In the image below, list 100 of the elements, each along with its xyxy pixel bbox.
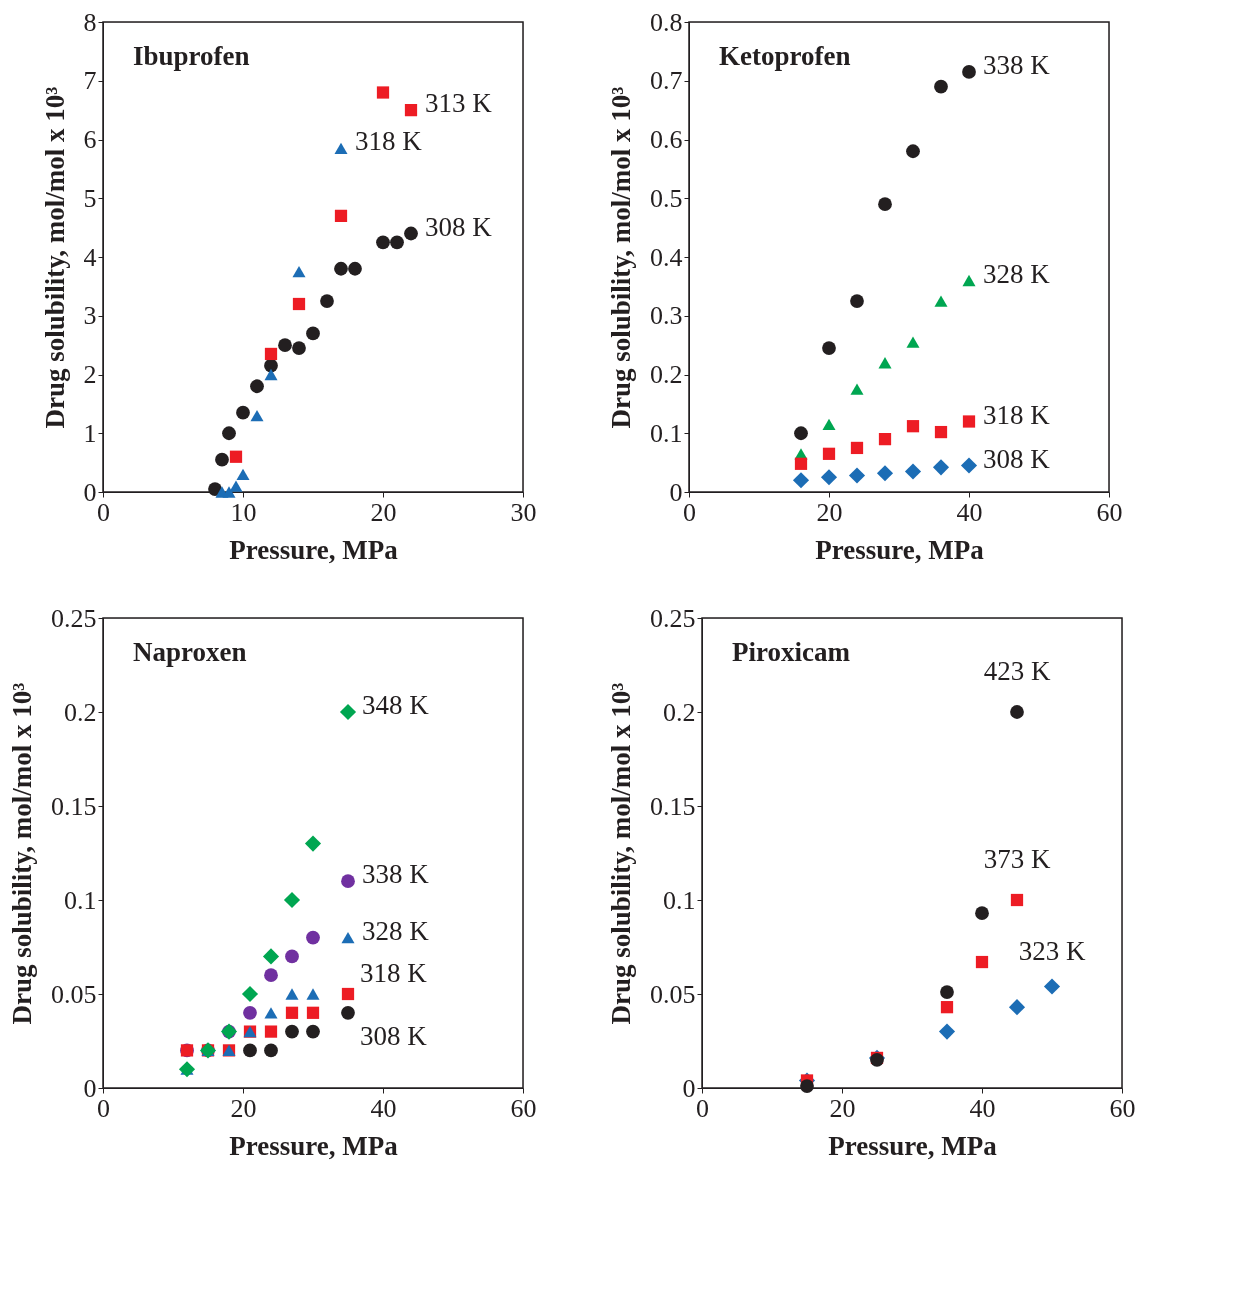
point [264,1007,278,1019]
point [376,86,390,99]
point [932,459,950,476]
y-tick-label: 0.8 [650,7,683,37]
point [283,891,301,909]
series-label: 328 K [983,258,1051,289]
y-tick-label: 5 [83,183,97,213]
point [934,79,948,94]
point [215,452,229,467]
y-tick-label: 0.2 [650,360,683,389]
x-axis-title: Pressure, MPa [815,534,985,565]
point [906,420,920,433]
point [1010,705,1024,719]
point [938,1023,956,1040]
series-label: 338 K [983,49,1051,80]
point [404,226,418,241]
x-axis-title: Pressure, MPa [229,534,399,565]
point [285,988,299,1000]
point [306,326,320,341]
point [285,1024,299,1039]
point [320,294,334,308]
point [243,1005,257,1020]
point [222,426,236,441]
point [341,931,355,944]
point [236,405,250,420]
point [222,486,236,498]
point [306,1006,320,1019]
text: Ibuprofen [133,41,250,71]
y-tick-label: 3 [83,301,97,331]
y-axis-title: Drug solubility, mol/mol x 10³ [606,682,636,1025]
y-tick-label: 0.1 [650,418,683,448]
y-tick-label: 0.15 [650,791,696,821]
point [334,261,348,276]
point [292,297,306,311]
point [934,295,948,307]
point [1043,978,1061,995]
series-label: 328 K [362,915,430,946]
point [390,235,404,250]
point [306,930,320,945]
point [878,357,892,369]
point [243,1043,257,1058]
y-tick-label: 0.5 [650,183,683,213]
point [404,104,418,117]
point [906,144,920,159]
point [229,480,243,492]
point [339,703,357,721]
point [975,955,989,969]
point [278,338,292,352]
point [334,142,348,154]
point [250,379,264,394]
series-label: 318 K [983,399,1051,430]
point [876,465,894,482]
point [264,968,278,983]
point [800,1079,814,1093]
point [906,336,920,348]
y-tick-label: 6 [83,125,97,154]
series-label: 318 K [360,958,428,988]
point [306,1024,320,1039]
x-tick-label: 20 [829,1093,856,1123]
y-axis-title: Drug solubility, mol/mol x 10³ [7,682,37,1025]
y-tick-label: 4 [83,242,97,272]
point [262,948,280,965]
point [236,468,250,481]
y-tick-label: 0.15 [51,791,97,821]
point [822,418,836,431]
y-tick-label: 1 [83,418,97,448]
series-label: 313 K [425,88,493,119]
y-tick-label: 0 [83,477,97,507]
point [264,347,278,361]
y-axis-title: Drug solubility, mol/mol x 10³ [39,86,70,429]
y-tick-label: 0.6 [650,125,683,154]
point [878,433,892,446]
y-tick-label: 0.4 [650,242,683,272]
point [1010,893,1024,907]
y-tick-label: 0.2 [663,697,696,727]
series-label: 308 K [360,1020,428,1051]
point [962,274,976,287]
y-tick-label: 0.25 [51,603,97,633]
point [292,341,306,355]
point [229,450,243,463]
y-tick-label: 0 [83,1073,97,1103]
point [794,426,808,441]
point [940,985,954,999]
point [306,988,320,1000]
x-tick-label: 20 [816,497,843,527]
series-label: 308 K [425,211,493,242]
series-label: 423 K [983,656,1051,686]
point [304,835,322,852]
point [292,266,306,278]
point [264,1025,278,1038]
text: Ketoprofen [719,41,851,71]
point [241,985,259,1003]
text: Piroxicam [732,637,851,667]
y-tick-label: 0.2 [64,697,97,727]
x-tick-label: 20 [230,1093,257,1123]
point [878,197,892,211]
point [264,1043,278,1058]
x-tick-label: 40 [370,1093,397,1123]
y-tick-label: 2 [83,360,97,389]
point [934,425,948,439]
